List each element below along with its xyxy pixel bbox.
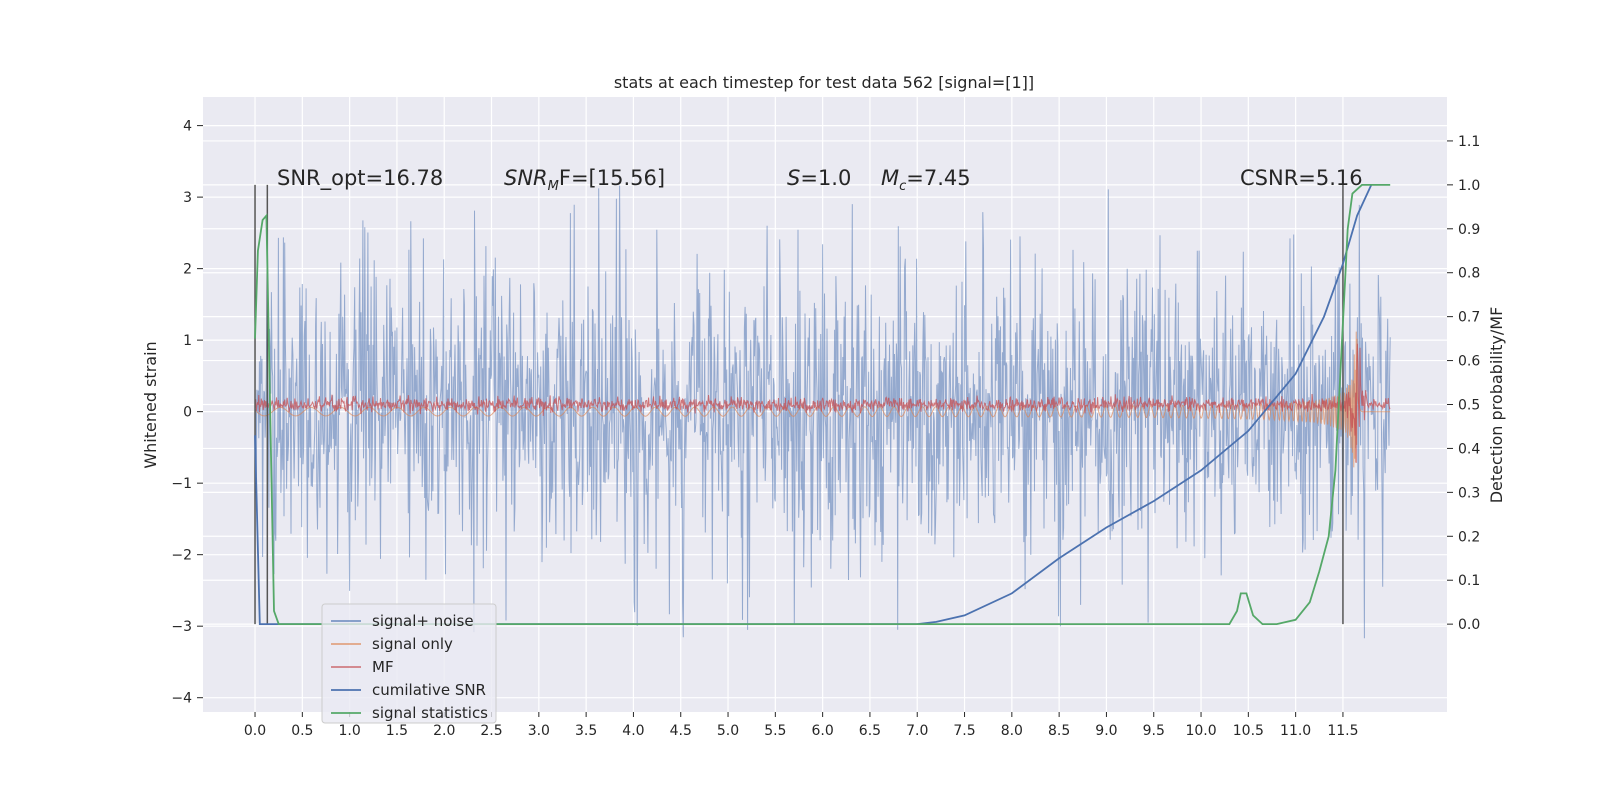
series-signal-only xyxy=(254,331,1391,468)
y-tick-label-right: 0.0 xyxy=(1458,617,1480,633)
y-tick-label-left: 3 xyxy=(183,190,192,206)
x-tick-label: 6.0 xyxy=(812,723,834,739)
series-mf xyxy=(254,343,1391,463)
x-tick-label: 4.0 xyxy=(622,723,644,739)
annotation-s-value: =1.0 xyxy=(800,166,851,190)
x-tick-label: 11.5 xyxy=(1327,723,1358,739)
annotation-snr-mf-prefix: SNR xyxy=(504,166,548,190)
x-tick-label: 10.0 xyxy=(1185,723,1216,739)
y-tick-label-left: 4 xyxy=(183,119,192,135)
annotation-mc: Mc=7.45 xyxy=(881,166,971,194)
annotation-snr-mf: SNRMF=[15.56] xyxy=(504,166,665,194)
series-signal-statistics xyxy=(254,184,1391,625)
x-tick-label: 7.0 xyxy=(906,723,928,739)
x-tick-label: 2.0 xyxy=(433,723,455,739)
x-tick-label: 1.5 xyxy=(386,723,408,739)
legend-label: signal+ noise xyxy=(372,612,474,630)
y-tick-label-left: −2 xyxy=(171,548,192,564)
annotation-csnr: CSNR=5.16 xyxy=(1240,166,1363,190)
y-tick-label-left: 0 xyxy=(183,405,192,421)
x-tick-label: 0.5 xyxy=(291,723,313,739)
x-tick-label: 4.5 xyxy=(670,723,692,739)
y-tick-label-right: 0.2 xyxy=(1458,529,1480,545)
y-tick-label-left: 2 xyxy=(183,262,192,278)
y-tick-label-right: 1.1 xyxy=(1458,134,1480,150)
x-tick-label: 3.0 xyxy=(528,723,550,739)
x-tick-label: 8.5 xyxy=(1048,723,1070,739)
y-tick-label-right: 0.8 xyxy=(1458,266,1480,282)
legend: signal+ noise signal only MF cumilative SNR… xyxy=(321,603,497,724)
annotation-snr-opt: SNR_opt=16.78 xyxy=(277,166,443,191)
y-tick-label-right: 0.3 xyxy=(1458,485,1480,501)
x-tick-label: 7.5 xyxy=(953,723,975,739)
legend-box xyxy=(321,603,497,724)
y-tick-label-left: 1 xyxy=(183,333,192,349)
annotation-snr-mf-suffix: F=[15.56] xyxy=(559,166,665,190)
y-tick-label-right: 0.9 xyxy=(1458,222,1480,238)
y-tick-label-right: 0.4 xyxy=(1458,441,1480,457)
annotation-mc-sub: c xyxy=(899,179,906,194)
mf-line xyxy=(254,343,1391,463)
y-tick-label-left: −4 xyxy=(171,691,192,707)
x-tick-label: 11.0 xyxy=(1280,723,1311,739)
x-tick-label: 5.0 xyxy=(717,723,739,739)
legend-label: signal statistics xyxy=(372,704,488,722)
y-tick-label-right: 0.7 xyxy=(1458,310,1480,326)
legend-label: MF xyxy=(372,658,394,676)
x-tick-label: 5.5 xyxy=(764,723,786,739)
signal-noise-line xyxy=(254,185,1391,639)
x-tick-label: 2.5 xyxy=(480,723,502,739)
y-tick-label-right: 1.0 xyxy=(1458,178,1480,194)
y-tick-label-left: −3 xyxy=(171,619,192,635)
x-tick-label: 1.0 xyxy=(338,723,360,739)
x-tick-label: 9.0 xyxy=(1095,723,1117,739)
y-tick-label-right: 0.1 xyxy=(1458,573,1480,589)
annotation-s: S=1.0 xyxy=(787,166,851,190)
annotation-mc-value: =7.45 xyxy=(906,166,970,190)
x-tick-label: 8.0 xyxy=(1001,723,1023,739)
legend-label: cumilative SNR xyxy=(372,681,486,699)
x-tick-label: 0.0 xyxy=(244,723,266,739)
annotation-snr-mf-sub: M xyxy=(548,179,559,194)
y-tick-label-right: 0.6 xyxy=(1458,354,1480,370)
x-tick-label: 6.5 xyxy=(859,723,881,739)
signal-statistics-line xyxy=(254,184,1391,625)
y-tick-label-right: 0.5 xyxy=(1458,398,1480,414)
x-tick-label: 3.5 xyxy=(575,723,597,739)
annotation-mc-symbol: M xyxy=(881,166,899,190)
legend-label: signal only xyxy=(372,635,453,653)
axis-ticks: 0.0 0.5 1.0 1.5 2.0 2.5 3.0 3.5 4.0 4.5 5.0 5.5 6.0 6… xyxy=(171,119,1480,739)
annotation-s-symbol: S xyxy=(787,166,800,190)
series-signal-noise xyxy=(254,185,1391,639)
signal-only-line xyxy=(254,331,1391,468)
y-tick-label-left: −1 xyxy=(171,476,192,492)
x-tick-label: 9.5 xyxy=(1143,723,1165,739)
y-axis-label-right: Detection probability/MF xyxy=(1487,307,1506,504)
chart-title: stats at each timestep for test data 562… xyxy=(614,73,1034,92)
x-tick-label: 10.5 xyxy=(1233,723,1264,739)
y-axis-label-left: Whitened strain xyxy=(141,341,160,468)
